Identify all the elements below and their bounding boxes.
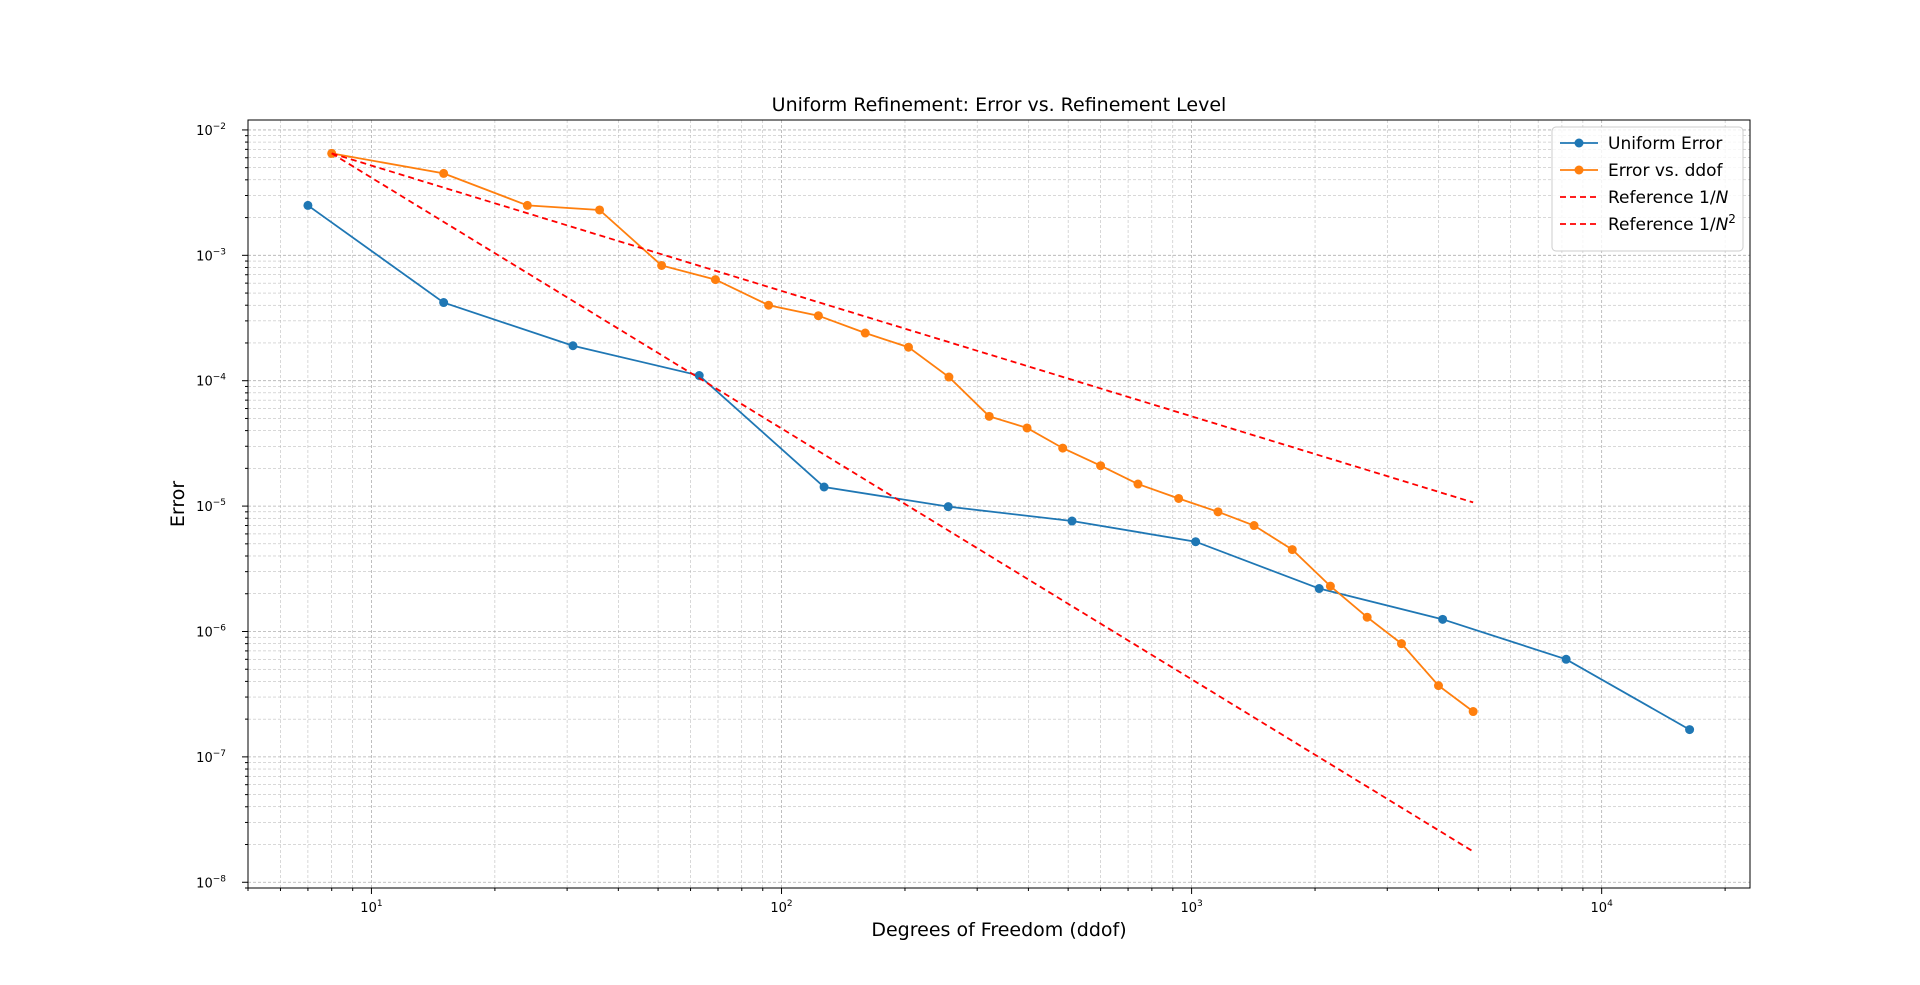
legend-entry: Error vs. ddof <box>1560 161 1724 181</box>
data-point <box>860 328 870 338</box>
ticks: 101 102 103 104 10−8 10−7 10−6 10−5 10−4 10−3 10−2 <box>196 122 1726 916</box>
data-point <box>984 411 994 421</box>
data-point <box>694 371 704 381</box>
data-point <box>1561 654 1571 664</box>
data-point <box>1067 516 1077 526</box>
data-point <box>1325 581 1335 591</box>
x-tick-label: 104 <box>1591 899 1614 916</box>
data-point <box>1191 537 1201 547</box>
legend-label: Error vs. ddof <box>1608 161 1724 181</box>
data-point <box>819 482 829 492</box>
legend-entry: Reference 1/N2 <box>1560 212 1736 235</box>
data-point <box>710 275 720 285</box>
x-tick-label: 101 <box>360 899 382 916</box>
series-2 <box>327 148 1478 717</box>
data-point <box>439 168 449 178</box>
y-tick-label: 10−5 <box>196 498 226 515</box>
data-point <box>1174 493 1184 503</box>
data-point <box>903 342 913 352</box>
legend: Uniform Error Error vs. ddof Reference 1/N… <box>1551 126 1744 252</box>
legend-entry: Reference 1/N <box>1560 188 1729 208</box>
data-point <box>439 298 449 308</box>
data-point <box>1213 507 1223 517</box>
data-point <box>1133 479 1143 489</box>
data-point <box>657 260 667 270</box>
legend-entry: Uniform Error <box>1560 134 1722 154</box>
data-point <box>1096 461 1106 471</box>
data-point <box>595 205 605 215</box>
series-1 <box>303 200 1695 735</box>
data-point <box>1249 521 1259 531</box>
y-tick-label: 10−4 <box>196 373 226 390</box>
series-3 <box>331 152 1474 504</box>
data-point <box>813 311 823 321</box>
y-tick-label: 10−7 <box>196 749 226 766</box>
legend-box <box>1551 126 1744 252</box>
series-layer <box>303 148 1695 853</box>
y-axis-label: Error <box>167 481 189 528</box>
data-point <box>1362 612 1372 622</box>
data-point <box>1314 584 1324 594</box>
data-point <box>944 372 954 382</box>
data-point <box>303 200 313 210</box>
data-point <box>1438 614 1448 624</box>
y-tick-label: 10−3 <box>196 247 226 264</box>
data-point <box>1468 707 1478 717</box>
data-point <box>764 300 774 310</box>
data-point <box>522 200 532 210</box>
series-line <box>331 152 1474 504</box>
y-tick-label: 10−6 <box>196 623 226 640</box>
y-tick-label: 10−8 <box>196 874 226 891</box>
legend-marker <box>1574 165 1584 175</box>
data-point <box>1685 725 1695 735</box>
data-point <box>568 341 578 351</box>
data-point <box>1397 639 1407 649</box>
legend-marker <box>1574 138 1584 148</box>
data-point <box>943 502 953 512</box>
y-tick-label: 10−2 <box>196 122 226 139</box>
data-point <box>1022 423 1032 433</box>
x-tick-label: 102 <box>770 899 792 916</box>
x-tick-label: 103 <box>1180 899 1202 916</box>
chart-title: Uniform Refinement: Error vs. Refinement… <box>772 94 1227 116</box>
data-point <box>1433 681 1443 691</box>
x-axis-label: Degrees of Freedom (ddof) <box>871 919 1126 941</box>
series-line <box>331 152 1474 853</box>
legend-label: Uniform Error <box>1608 134 1722 154</box>
plot-frame <box>247 119 1751 889</box>
data-point <box>1058 443 1068 453</box>
legend-label: Reference 1/N <box>1608 188 1729 208</box>
series-line <box>307 204 1691 731</box>
legend-label: Reference 1/N2 <box>1608 212 1736 235</box>
series-4 <box>331 152 1474 853</box>
data-point <box>1287 545 1297 555</box>
